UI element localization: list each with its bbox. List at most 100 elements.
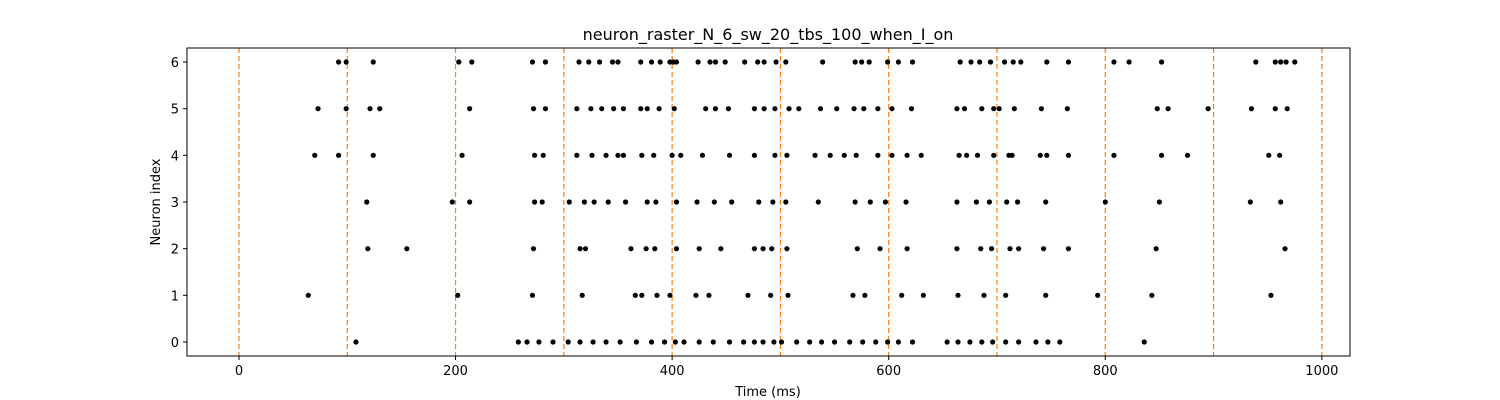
spike-marker xyxy=(978,246,984,252)
spike-marker xyxy=(524,339,530,345)
spike-marker xyxy=(1283,59,1289,65)
spike-marker xyxy=(1284,106,1290,112)
spike-marker xyxy=(586,59,592,65)
spike-marker xyxy=(768,292,774,298)
spike-marker xyxy=(1065,246,1072,252)
spike-marker xyxy=(954,106,960,112)
spike-marker xyxy=(617,339,623,345)
spike-marker xyxy=(370,152,376,158)
spike-marker xyxy=(336,152,342,158)
spike-marker xyxy=(681,339,687,345)
spike-marker xyxy=(566,199,572,205)
spike-marker xyxy=(964,152,970,158)
y-tick-label: 4 xyxy=(171,149,179,164)
spike-marker xyxy=(729,199,735,205)
spike-marker xyxy=(1272,106,1278,112)
spike-marker xyxy=(957,59,963,65)
spike-marker xyxy=(1247,199,1253,205)
spike-marker xyxy=(657,59,663,65)
spike-marker xyxy=(771,339,777,345)
spike-marker xyxy=(889,106,895,112)
spike-marker xyxy=(532,199,538,205)
spike-marker xyxy=(305,292,311,298)
spike-marker xyxy=(988,246,995,252)
spike-marker xyxy=(653,199,659,205)
spike-marker xyxy=(622,199,629,205)
spike-marker xyxy=(565,339,571,345)
spike-marker xyxy=(918,152,924,158)
spike-marker xyxy=(643,246,649,252)
spike-marker xyxy=(633,339,639,345)
spike-marker xyxy=(1044,59,1050,65)
spike-marker xyxy=(693,292,699,298)
spike-marker xyxy=(706,292,712,298)
spike-marker xyxy=(652,246,658,252)
x-tick-label: 600 xyxy=(876,364,901,379)
spike-marker xyxy=(699,152,706,158)
spike-marker xyxy=(961,106,968,112)
spike-marker xyxy=(1278,59,1284,65)
spike-marker xyxy=(1272,59,1278,65)
spike-marker xyxy=(673,246,680,252)
spike-marker xyxy=(672,339,678,345)
spike-marker xyxy=(605,199,611,205)
spike-marker xyxy=(968,59,974,65)
spike-marker xyxy=(889,152,895,158)
spike-marker xyxy=(807,339,813,345)
spike-marker xyxy=(540,152,546,158)
spike-marker xyxy=(628,246,634,252)
spike-marker xyxy=(707,59,713,65)
spike-marker xyxy=(639,152,645,158)
spike-marker xyxy=(669,152,675,158)
spike-marker xyxy=(529,292,536,298)
spike-marker xyxy=(1043,292,1049,298)
spike-marker xyxy=(751,339,758,345)
spike-marker xyxy=(615,152,621,158)
spike-marker xyxy=(603,152,609,158)
spike-marker xyxy=(603,339,609,345)
spike-marker xyxy=(1266,152,1272,158)
spike-marker xyxy=(456,59,462,65)
spike-marker xyxy=(1065,152,1072,158)
spike-marker xyxy=(885,339,891,345)
spike-marker xyxy=(796,106,802,112)
spike-marker xyxy=(899,292,905,298)
spike-marker xyxy=(696,246,702,252)
spike-marker xyxy=(596,59,603,65)
spike-marker xyxy=(751,152,758,158)
spike-marker xyxy=(882,199,889,205)
spike-marker xyxy=(987,59,994,65)
spike-marker xyxy=(703,106,709,112)
spike-marker xyxy=(1037,152,1043,158)
spike-marker xyxy=(1001,59,1008,65)
spike-marker xyxy=(574,152,580,158)
spike-marker xyxy=(542,106,549,112)
y-axis-ticks: 0 1 2 3 4 5 6 xyxy=(171,56,187,351)
spike-marker xyxy=(1011,106,1017,112)
spike-marker xyxy=(885,59,891,65)
spike-marker xyxy=(712,106,719,112)
spike-marker xyxy=(722,59,728,65)
spike-marker xyxy=(469,59,475,65)
spike-marker xyxy=(1205,106,1211,112)
spike-marker xyxy=(794,339,800,345)
spike-marker xyxy=(783,59,789,65)
spike-marker xyxy=(851,106,857,112)
x-axis-ticks: 0 200 400 600 800 1000 xyxy=(235,356,1338,379)
spike-marker xyxy=(449,199,455,205)
spike-marker xyxy=(343,59,349,65)
spike-marker xyxy=(1268,292,1274,298)
spike-marker xyxy=(315,106,321,112)
spike-marker xyxy=(620,106,626,112)
spike-marker xyxy=(770,199,776,205)
spike-marker xyxy=(979,106,985,112)
spike-markers xyxy=(305,59,1298,345)
x-tick-label: 1000 xyxy=(1305,364,1338,379)
spike-marker xyxy=(847,339,853,345)
spike-marker xyxy=(589,152,595,158)
spike-marker xyxy=(877,246,883,252)
spike-marker xyxy=(579,292,585,298)
spike-marker xyxy=(812,152,818,158)
spike-marker xyxy=(343,106,349,112)
